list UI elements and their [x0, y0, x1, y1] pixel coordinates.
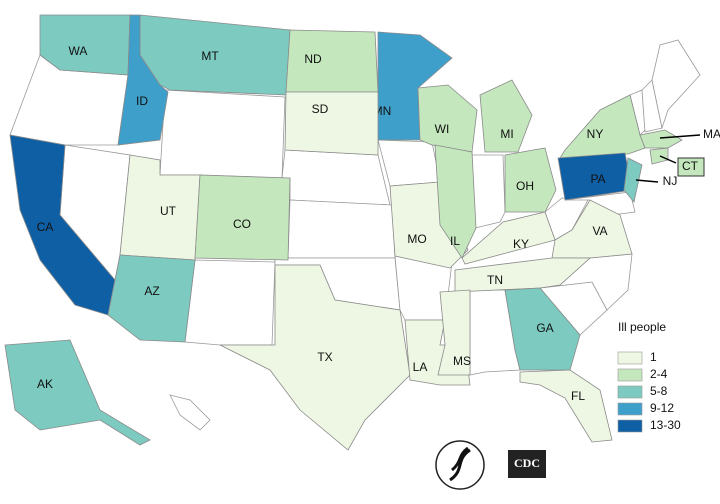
state-label: AZ — [144, 284, 159, 298]
legend-label: 5-8 — [650, 384, 668, 398]
state-label: CO — [233, 217, 251, 231]
state-label: VA — [592, 224, 607, 238]
state — [117, 14, 169, 146]
leader-lines — [635, 134, 701, 183]
state-ne — [281, 149, 391, 206]
state — [285, 29, 379, 93]
state — [417, 84, 478, 153]
unlabeled-states — [9, 39, 701, 431]
state — [649, 147, 669, 165]
state — [437, 289, 471, 376]
state-label: MO — [407, 232, 426, 246]
state-label: MI — [500, 127, 513, 141]
state — [284, 91, 379, 156]
state-wy — [159, 89, 286, 179]
state-nm — [184, 259, 276, 346]
state-hi — [169, 394, 211, 431]
cdc-logo — [508, 450, 546, 478]
state-label: KY — [513, 237, 529, 251]
state-label: OH — [516, 179, 534, 193]
state-label: UT — [160, 204, 177, 218]
hhs-logo — [435, 440, 485, 490]
state-label: CA — [37, 220, 54, 234]
state-label: TX — [317, 350, 332, 364]
state-label: WI — [435, 122, 450, 136]
leader-ct — [659, 155, 677, 164]
state-me — [651, 39, 701, 130]
state-label: NY — [587, 127, 604, 141]
legend-label: 13-30 — [650, 418, 681, 432]
logos: CDC — [435, 440, 546, 490]
state-label: PA — [590, 172, 605, 186]
legend-swatch — [617, 419, 643, 433]
state-label: ID — [136, 94, 148, 108]
state — [639, 129, 683, 149]
state — [39, 14, 131, 76]
state-label: NJ — [663, 174, 678, 188]
legend-label: 1 — [650, 350, 657, 364]
state-label: MS — [453, 354, 471, 368]
legend-label: 2-4 — [650, 367, 668, 381]
legend-swatch — [617, 351, 643, 365]
label-box — [677, 157, 705, 177]
state — [4, 339, 151, 446]
state-label: ND — [304, 52, 322, 66]
legend-title: Ill people — [618, 320, 666, 334]
state-label: GA — [536, 321, 553, 335]
legend: Ill people 1 2-4 5-8 9-12 13-30 — [617, 320, 681, 433]
state — [434, 144, 477, 259]
legend-swatch — [617, 385, 643, 399]
state — [504, 147, 557, 213]
state-label: MT — [201, 49, 219, 63]
state-label: CT — [682, 159, 699, 173]
state — [479, 79, 533, 153]
state-in — [471, 154, 506, 229]
hhs-eagle — [449, 446, 471, 482]
legend-swatch — [617, 368, 643, 382]
state-ks — [287, 199, 396, 259]
state-label: IL — [450, 234, 460, 248]
state-label: MA — [703, 127, 720, 141]
state — [519, 369, 613, 443]
cdc-logo-text: CDC — [514, 456, 540, 470]
state — [623, 157, 643, 203]
legend-swatch — [617, 402, 643, 416]
state-ia — [377, 139, 441, 187]
state — [107, 254, 196, 343]
state-label: TN — [487, 273, 503, 287]
state-label: AK — [37, 377, 53, 391]
state-label: SD — [312, 102, 329, 116]
legend-label: 9-12 — [650, 401, 674, 415]
state-md-de — [564, 191, 636, 216]
leader-ma — [659, 134, 701, 139]
state — [194, 174, 291, 261]
state-label: LA — [413, 360, 428, 374]
leader-nj — [635, 179, 659, 183]
state-label: FL — [571, 389, 585, 403]
state-label: WA — [69, 44, 88, 58]
state — [219, 264, 411, 451]
